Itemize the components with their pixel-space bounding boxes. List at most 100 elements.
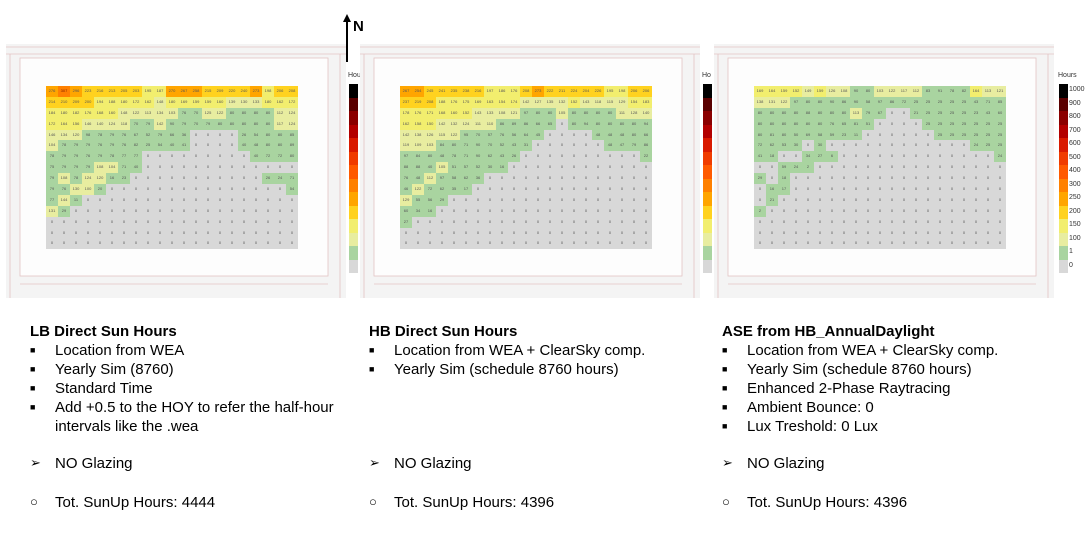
heatmap-cell: 43 (982, 107, 994, 119)
heatmap-cell: 0 (508, 184, 520, 195)
heatmap-cell: 163 (484, 96, 496, 108)
heatmap-cell: 0 (886, 173, 898, 185)
heatmap-cell: 205 (118, 86, 130, 97)
heatmap-cell: 0 (790, 173, 802, 185)
heatmap-cell: 0 (898, 129, 910, 141)
legend-swatch (1059, 259, 1068, 273)
heatmap-cell: 62 (484, 151, 496, 163)
heatmap-cell: 0 (580, 205, 592, 217)
heatmap-cell: 206 (640, 86, 652, 97)
heatmap-cell: 80 (424, 151, 436, 163)
heatmap-cell: 0 (838, 205, 850, 217)
heatmap-cell: 45 (532, 129, 544, 141)
heatmap-cell: 65 (838, 118, 850, 130)
legend-label: 250 (1069, 194, 1081, 201)
heatmap-cell: 0 (862, 173, 874, 185)
heatmap-cell: 172 (286, 96, 298, 108)
heatmap-cell: 67 (130, 129, 142, 141)
heatmap-cell: 180 (58, 107, 70, 119)
heatmap-cell: 62 (460, 173, 472, 185)
legend-swatch (349, 178, 358, 192)
heatmap-cell: 80 (568, 107, 580, 119)
heatmap-cell: 0 (628, 205, 640, 217)
heatmap-cell: 46 (400, 184, 412, 195)
heatmap-cell: 29 (754, 173, 766, 185)
heatmap-cell: 0 (142, 194, 154, 206)
heatmap-cell: 0 (544, 151, 556, 163)
heatmap-grid: 267 254 245 241 235 238 216 197 186 176 208 273 222 2… (400, 86, 652, 250)
heatmap-cell: 224 (568, 86, 580, 97)
legend-label: 300 (1069, 180, 1081, 188)
heatmap-cell: 0 (262, 162, 274, 174)
heatmap-cell: 0 (118, 194, 130, 206)
heatmap-cell: 0 (472, 205, 484, 217)
heatmap-cell: 0 (496, 227, 508, 239)
heatmap-cell: 276 (46, 86, 58, 97)
heatmap-cell: 0 (214, 129, 226, 141)
heatmap-cell: 164 (970, 86, 982, 97)
heatmap-cell: 0 (412, 216, 424, 228)
heatmap-cell: 0 (958, 227, 970, 239)
heatmap-cell: 26 (508, 151, 520, 163)
heatmap-cell: 25 (934, 107, 946, 119)
heatmap-cell: 0 (448, 205, 460, 217)
heatmap-cell: 80 (250, 107, 262, 119)
heatmap-cell: 0 (910, 184, 922, 195)
heatmap-cell: 16 (496, 162, 508, 174)
heatmap-cell: 71 (460, 140, 472, 152)
heatmap-cell: 0 (898, 173, 910, 185)
heatmap-cell: 80 (262, 107, 274, 119)
heatmap-cell: 0 (142, 227, 154, 239)
heatmap-cell: 0 (238, 194, 250, 206)
heatmap-cell: 0 (214, 140, 226, 152)
heatmap-cell: 72 (898, 96, 910, 108)
heatmap-cell: 0 (886, 118, 898, 130)
heatmap-cell: 143 (472, 107, 484, 119)
heatmap-cell: 0 (436, 238, 448, 250)
heatmap-cell: 226 (592, 86, 604, 97)
circle-bullet-icon: ○ (30, 494, 38, 509)
heatmap-cell: 0 (544, 238, 556, 250)
heatmap-cell: 0 (934, 238, 946, 250)
square-bullet-icon: ■ (30, 364, 36, 374)
legend-swatch (703, 246, 712, 260)
heatmap-cell: 0 (250, 194, 262, 206)
legend-colorbar (349, 84, 358, 273)
heatmap-cell: 78 (106, 151, 118, 163)
heatmap-cell: 176 (412, 107, 424, 119)
heatmap-cell: 0 (778, 216, 790, 228)
heatmap-cell: 198 (262, 86, 274, 97)
heatmap-cell: 0 (556, 227, 568, 239)
square-bullet-icon: ■ (722, 383, 728, 393)
heatmap-cell: 65 (544, 118, 556, 130)
heatmap-cell: 0 (202, 140, 214, 152)
heatmap-cell: 78 (448, 151, 460, 163)
square-bullet-icon: ■ (369, 364, 375, 374)
heatmap-cell: 56 (508, 129, 520, 141)
heatmap-cell: 0 (166, 238, 178, 250)
heatmap-cell: 104 (46, 140, 58, 152)
heatmap-cell: 0 (274, 227, 286, 239)
heatmap-cell: 0 (178, 194, 190, 206)
heatmap-cell: 41 (178, 140, 190, 152)
heatmap-cell: 0 (628, 173, 640, 185)
heatmap-cell: 66 (166, 129, 178, 141)
heatmap-cell: 0 (628, 184, 640, 195)
heatmap-cell: 40 (238, 140, 250, 152)
heatmap-cell: 122 (886, 86, 898, 97)
heatmap-cell: 216 (472, 86, 484, 97)
heatmap-cell: 296 (70, 86, 82, 97)
heatmap-panel-hb: 267 254 245 241 235 238 216 197 186 176 208 273 222 2… (360, 44, 712, 298)
heatmap-cell: 43 (508, 140, 520, 152)
heatmap-cell: 0 (628, 216, 640, 228)
heatmap-cell: 0 (106, 227, 118, 239)
heatmap-cell: 0 (94, 194, 106, 206)
heatmap-cell: 0 (58, 216, 70, 228)
heatmap-cell: 120 (94, 173, 106, 185)
heatmap-cell: 0 (154, 205, 166, 217)
bullet-item: ■ Location from WEA + ClearSky comp. (722, 342, 999, 359)
legend-swatch (1059, 138, 1068, 152)
heatmap-cell: 80 (448, 140, 460, 152)
heatmap-cell: 23 (118, 173, 130, 185)
heatmap-cell: 25 (982, 140, 994, 152)
